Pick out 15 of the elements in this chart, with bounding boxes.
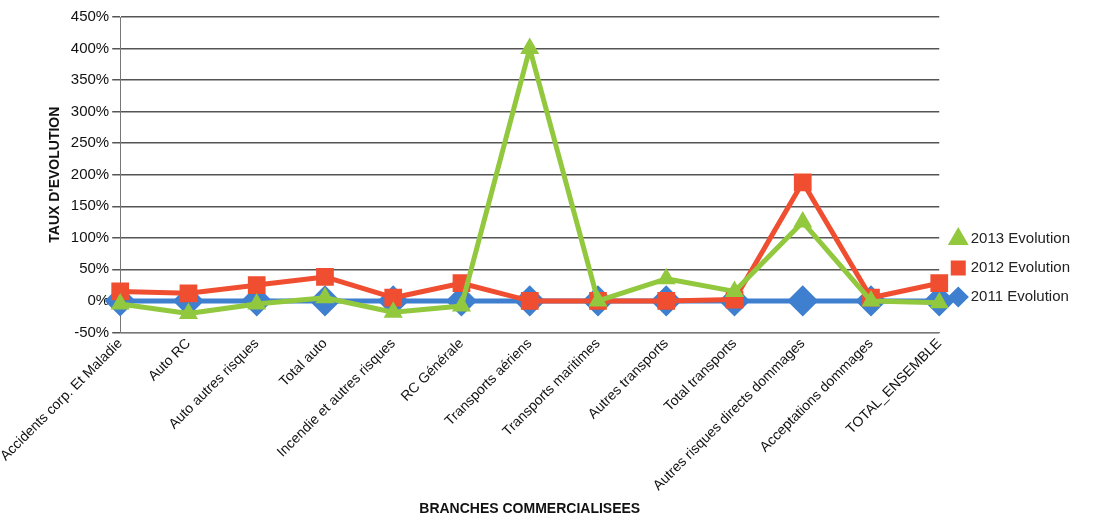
y-tick-label: 200% <box>70 164 110 182</box>
y-tick-label: 450% <box>70 7 110 25</box>
y-tick-label: 350% <box>70 70 110 88</box>
y-tick-label: 150% <box>70 196 110 214</box>
y-tick-label: 300% <box>70 101 110 119</box>
x-axis-title: BRANCHES COMMERCIALISEES <box>419 500 641 517</box>
legend-label: 2013 Evolution <box>970 229 1071 247</box>
y-tick-label: 400% <box>70 38 110 56</box>
legend-label: 2011 Evolution <box>970 287 1069 305</box>
y-tick-label: 100% <box>70 227 110 245</box>
y-tick-label: 50% <box>79 259 110 277</box>
legend-label: 2012 Evolution <box>970 258 1071 276</box>
y-axis-title: TAUX D'EVOLUTION <box>46 106 63 243</box>
y-tick-label: 250% <box>70 133 110 151</box>
y-tick-label: -50% <box>74 322 110 340</box>
